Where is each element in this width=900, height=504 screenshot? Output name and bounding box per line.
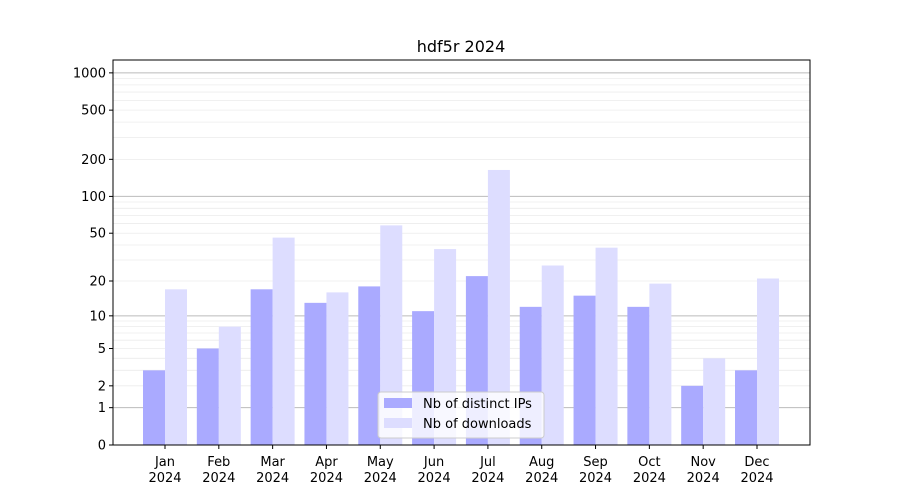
- x-tick-label: Nov 2024: [687, 455, 720, 486]
- legend-swatch: [384, 398, 412, 408]
- legend: Nb of distinct IPs Nb of downloads: [377, 391, 545, 439]
- bar-distinct-ips: [573, 295, 596, 445]
- y-tick-label: 2: [98, 379, 106, 394]
- bar-distinct-ips: [304, 302, 327, 445]
- bar-downloads: [165, 289, 187, 445]
- y-tick-label: 50: [89, 227, 106, 242]
- y-tick-label: 20: [89, 275, 106, 290]
- bar-downloads: [757, 278, 779, 445]
- bar-distinct-ips: [681, 385, 704, 445]
- x-tick-label: Sep 2024: [579, 455, 612, 486]
- x-tick-label: May 2024: [364, 455, 397, 486]
- bar-distinct-ips: [196, 348, 219, 445]
- y-tick-label: 10: [89, 309, 106, 324]
- x-tick-label: Jan 2024: [148, 455, 181, 486]
- bar-downloads: [595, 247, 618, 445]
- legend-box: [377, 391, 545, 439]
- x-tick-label: Dec 2024: [740, 455, 773, 486]
- y-tick-label: 1: [98, 401, 106, 416]
- x-tick-label: Jun 2024: [418, 455, 451, 486]
- y-tick-label: 0: [98, 439, 106, 454]
- y-tick-label: 1000: [73, 66, 106, 81]
- y-tick-label: 500: [81, 104, 106, 119]
- plot-frame: [112, 59, 811, 446]
- bar-distinct-ips: [627, 306, 650, 445]
- bar-distinct-ips: [250, 289, 273, 445]
- legend-label: Nb of distinct IPs: [423, 397, 532, 412]
- y-tick-label: 5: [98, 342, 106, 357]
- bar-downloads: [487, 169, 510, 446]
- bar-distinct-ips: [143, 370, 165, 445]
- x-tick-label: Feb 2024: [202, 455, 235, 486]
- bar-downloads: [380, 225, 403, 445]
- x-tick-label: Oct 2024: [633, 455, 666, 486]
- legend-label: Nb of downloads: [423, 417, 532, 432]
- bar-downloads: [703, 358, 726, 445]
- y-tick-label: 200: [81, 153, 106, 168]
- bar-downloads: [649, 283, 672, 445]
- x-tick-label: Apr 2024: [310, 455, 343, 486]
- bar-downloads: [326, 292, 349, 445]
- chart-title: hdf5r 2024: [417, 37, 506, 56]
- bar-downloads: [272, 237, 295, 445]
- y-tick-label: 100: [81, 190, 106, 205]
- bar-distinct-ips: [735, 370, 757, 445]
- legend-swatch: [384, 418, 412, 428]
- x-tick-label: Jul 2024: [471, 455, 504, 486]
- bar-downloads: [541, 265, 564, 445]
- bar-downloads: [218, 326, 241, 445]
- x-tick-label: Mar 2024: [256, 455, 289, 486]
- x-tick-label: Aug 2024: [525, 455, 558, 486]
- bar-distinct-ips: [358, 286, 381, 445]
